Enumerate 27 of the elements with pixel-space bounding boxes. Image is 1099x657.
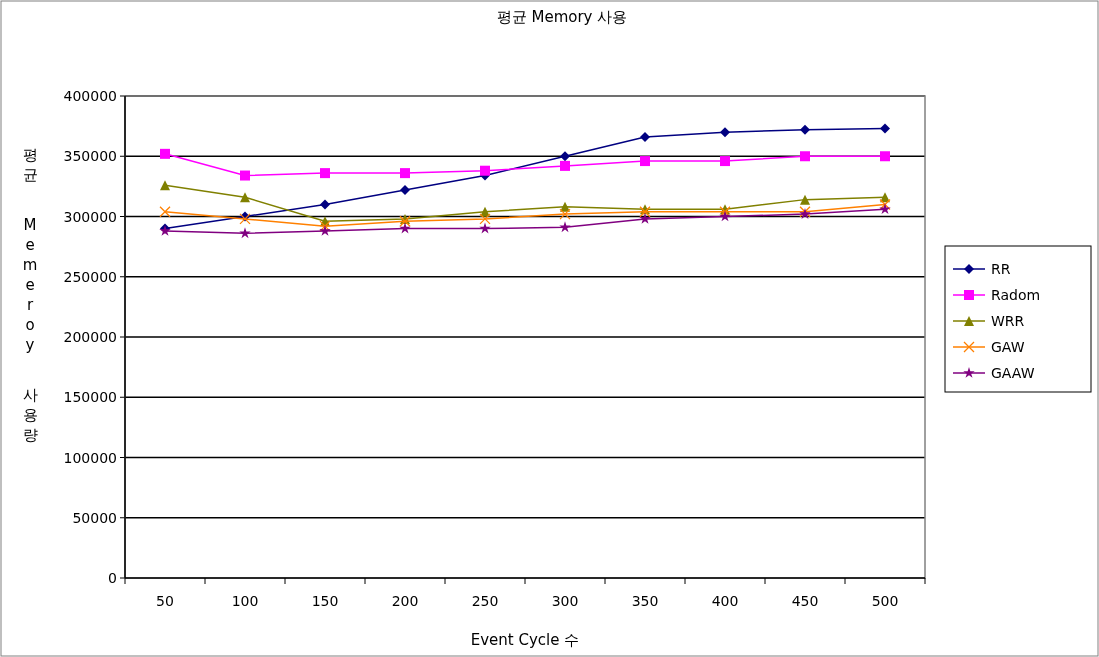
y-tick-label: 300000 <box>63 208 117 225</box>
y-tick-label: 350000 <box>63 148 117 165</box>
x-tick-label: 200 <box>391 593 419 609</box>
legend-label: RR <box>991 261 1011 277</box>
x-tick-label: 450 <box>791 593 819 609</box>
chart-title: 평균 Memory 사용 <box>496 8 628 26</box>
legend-label: GAW <box>991 339 1025 355</box>
x-tick-label: 250 <box>471 593 499 609</box>
x-axis-title: Event Cycle 수 <box>470 631 580 649</box>
y-tick-label: 100000 <box>63 449 117 466</box>
x-tick-label: 350 <box>631 593 659 609</box>
x-tick-label: 500 <box>871 593 899 609</box>
x-tick-label: 150 <box>311 593 339 609</box>
y-tick-label: 0 <box>108 570 117 586</box>
y-tick-label: 200000 <box>63 329 117 345</box>
legend-label: Radom <box>991 287 1041 303</box>
legend-label: WRR <box>991 313 1025 329</box>
y-tick-label: 250000 <box>63 268 117 285</box>
x-tick-label: 50 <box>156 593 174 609</box>
text: 평균 Memeroy 사용량 <box>22 146 38 444</box>
x-tick-label: 400 <box>711 593 739 609</box>
y-tick-label: 400000 <box>63 88 117 104</box>
x-tick-label: 300 <box>551 593 579 609</box>
y-tick-label: 50000 <box>72 509 117 526</box>
x-tick-label: 100 <box>231 593 259 609</box>
y-tick-label: 150000 <box>63 389 117 406</box>
legend-label: GAAW <box>991 365 1035 381</box>
